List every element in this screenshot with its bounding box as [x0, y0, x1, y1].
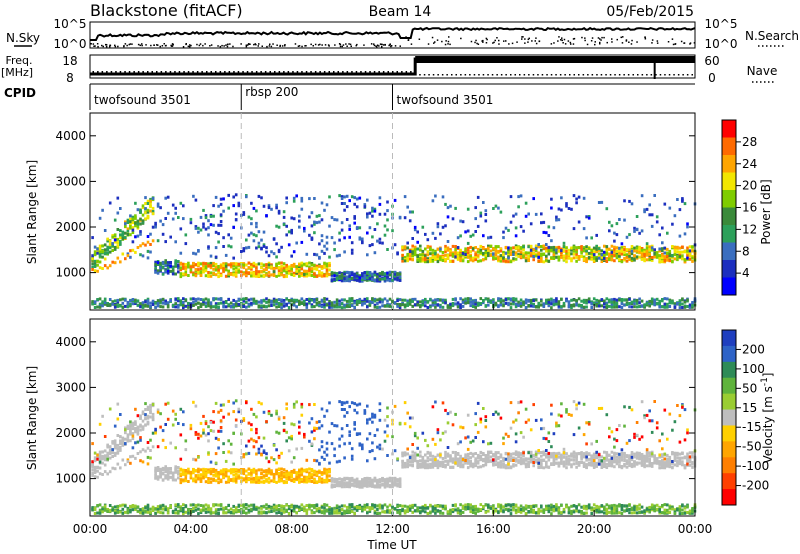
nsearch-label: N.Search: [745, 29, 799, 43]
power-heatmap: [91, 193, 697, 310]
colorbar-tick-label: 100: [742, 362, 765, 376]
velocity-ylabel: Slant Range [km]: [25, 366, 39, 470]
colorbar-tick-label: 200: [742, 342, 765, 356]
colorbar-tick-label: -200: [742, 479, 769, 493]
colorbar-tick-label: 15: [742, 401, 757, 415]
beam-title: Beam 14: [369, 4, 432, 20]
power-colorbar: 28 24 20 16 12 8 4: [721, 119, 757, 296]
range-tick-label: 3000: [55, 380, 86, 394]
nsky-tick-bottom: 10^0: [54, 37, 87, 51]
colorbar-tick-label: 20: [742, 179, 757, 193]
velocity-colorbar-label: Velocity [m s-1]: [760, 373, 775, 464]
date-title: 05/Feb/2015: [606, 4, 694, 20]
nave-tick-top: 60: [704, 54, 719, 68]
range-tick-label: 1000: [55, 472, 86, 486]
colorbar-tick-label: -15: [742, 420, 762, 434]
time-tick-label: 20:00: [577, 522, 612, 536]
nsky-label: N.Sky: [6, 31, 40, 45]
colorbar-tick-label: -50: [742, 440, 762, 454]
colorbar-tick-label: 28: [742, 135, 757, 149]
nsky-tick-top: 10^5: [54, 17, 87, 31]
cpid-segment-label: twofsound 3501: [397, 93, 494, 107]
colorbar-tick-label: 16: [742, 201, 757, 215]
time-tick-label: 00:00: [73, 522, 108, 536]
velocity-heatmap: [91, 399, 697, 516]
nave-tick-bottom: 0: [708, 71, 716, 85]
cpid-label: CPID: [4, 86, 36, 100]
nsearch-tick-top: 10^5: [705, 17, 738, 31]
cpid-segment-label: twofsound 3501: [94, 93, 191, 107]
range-tick-label: 4000: [55, 335, 86, 349]
nsearch-trace: [90, 36, 696, 48]
colorbar-tick-label: 50: [742, 381, 757, 395]
time-tick-label: 16:00: [476, 522, 511, 536]
nave-label: Nave: [747, 64, 778, 78]
velocity-panel: 4000 3000 2000 1000 Slant Range [km]: [25, 318, 697, 517]
radar-title: Blackstone (fitACF): [90, 1, 243, 20]
time-axis-label: Time UT: [366, 538, 417, 552]
power-panel: 4000 3000 2000 1000 Slant Range [km]: [25, 112, 697, 311]
range-tick-label: 3000: [55, 174, 86, 188]
colorbar-tick-label: 8: [742, 244, 750, 258]
power-colorbar-label: Power [dB]: [759, 179, 773, 244]
freq-panel: 18 8 60 0 Freq. [MHz] Nave: [1, 54, 777, 85]
freq-tick-bottom: 8: [66, 71, 74, 85]
colorbar-tick-label: 24: [742, 157, 757, 171]
velocity-y-axis: 4000 3000 2000 1000: [55, 335, 695, 486]
range-tick-label: 4000: [55, 129, 86, 143]
nsky-panel: 10^5 10^0 10^5 10^0 N.Sky N.Search: [6, 17, 799, 51]
colorbar-tick-label: 12: [742, 222, 757, 236]
range-tick-label: 1000: [55, 266, 86, 280]
freq-label: Freq.: [5, 54, 32, 67]
freq-tick-top: 18: [62, 54, 77, 68]
time-tick-label: 12:00: [375, 522, 410, 536]
nsearch-tick-bottom: 10^0: [705, 37, 738, 51]
time-tick-label: 08:00: [274, 522, 309, 536]
range-tick-label: 2000: [55, 220, 86, 234]
freq-unit-label: [MHz]: [1, 66, 33, 79]
colorbar-tick-label: -100: [742, 459, 769, 473]
power-y-axis: 4000 3000 2000 1000: [55, 129, 695, 280]
nsky-trace: [90, 26, 696, 41]
time-tick-label: 04:00: [174, 522, 209, 536]
cpid-segment-label: rbsp 200: [245, 85, 298, 99]
range-tick-label: 2000: [55, 426, 86, 440]
cpid-bar: twofsound 3501 rbsp 200 twofsound 3501: [89, 83, 695, 110]
velocity-colorbar: 200 100 50 15 -15 -50 -100 -200: [721, 329, 769, 506]
colorbar-tick-label: 4: [742, 266, 750, 280]
time-axis: 00:00 04:00 08:00 12:00 16:00 20:00 00:00: [73, 304, 713, 536]
power-ylabel: Slant Range [km]: [25, 160, 39, 264]
nave-trace: [92, 56, 695, 79]
time-tick-label: 00:00: [678, 522, 713, 536]
